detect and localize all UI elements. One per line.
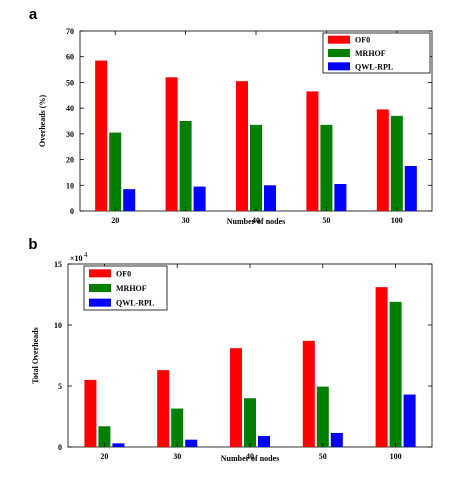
bar-qwl-rpl-30 <box>185 439 198 447</box>
bar-qwl-rpl-100 <box>404 166 417 211</box>
bar-mrhof-100 <box>390 115 403 211</box>
legend-entry-label: QWL-RPL <box>355 62 393 71</box>
x-tick-label: 50 <box>322 216 330 225</box>
bar-qwl-rpl-20 <box>123 189 136 211</box>
x-tick-label: 30 <box>182 216 190 225</box>
x-tick-label: 40 <box>246 452 254 461</box>
bar-mrhof-50 <box>320 124 333 211</box>
panel-label: b <box>28 236 37 253</box>
panel-label: a <box>29 6 38 23</box>
legend-entry-label: OF0 <box>116 269 131 278</box>
legend-swatch-0 <box>89 269 111 278</box>
x-axis-label: Number of nodes <box>221 454 280 463</box>
x-tick-label: 100 <box>391 216 403 225</box>
x-tick-label: 40 <box>252 216 260 225</box>
y-tick-label: 20 <box>66 156 74 165</box>
bar-of0-50 <box>306 91 319 211</box>
y-tick-label: 60 <box>66 53 74 62</box>
y-axis-label: Overheads (%) <box>38 95 47 148</box>
y-tick-label: 0 <box>58 443 62 452</box>
legend-entry-label: MRHOF <box>116 284 147 293</box>
bar-of0-40 <box>230 348 242 447</box>
y-tick-label: 10 <box>54 321 62 330</box>
legend-entry-label: QWL-RPL <box>116 299 154 308</box>
legend-swatch-1 <box>328 49 350 57</box>
bar-mrhof-20 <box>109 132 122 211</box>
bar-qwl-rpl-50 <box>330 432 343 447</box>
legend-swatch-1 <box>89 284 111 292</box>
bar-mrhof-40 <box>250 124 262 211</box>
x-axis-label: Number of nodes <box>227 217 286 226</box>
x-tick-label: 100 <box>390 452 402 461</box>
bar-of0-50 <box>302 340 315 447</box>
y-tick-label: 30 <box>66 130 74 139</box>
bar-of0-20 <box>95 60 108 212</box>
x-tick-label: 30 <box>173 452 181 461</box>
bar-of0-30 <box>165 77 178 212</box>
bar-mrhof-20 <box>98 426 111 447</box>
bar-of0-20 <box>84 379 97 447</box>
bar-qwl-rpl-100 <box>403 394 416 447</box>
x-tick-label: 20 <box>111 216 119 225</box>
bar-of0-40 <box>236 81 248 212</box>
legend-swatch-0 <box>328 35 350 44</box>
bar-mrhof-100 <box>389 301 402 447</box>
legend-entry-label: MRHOF <box>355 49 386 58</box>
legend-swatch-2 <box>89 298 111 307</box>
bar-qwl-rpl-40 <box>264 185 276 211</box>
bar-mrhof-30 <box>171 408 184 447</box>
y-axis-label: Total Overheads <box>31 327 40 383</box>
y-tick-label: 50 <box>66 78 74 87</box>
y-scale-multiplier: ×10 <box>70 254 83 263</box>
bar-qwl-rpl-50 <box>334 184 347 211</box>
bar-qwl-rpl-30 <box>193 186 206 211</box>
y-tick-label: 10 <box>66 181 74 190</box>
y-tick-label: 40 <box>66 104 74 113</box>
bar-mrhof-30 <box>179 121 192 211</box>
x-tick-label: 50 <box>319 452 327 461</box>
y-tick-label: 0 <box>70 207 74 216</box>
bar-qwl-rpl-20 <box>112 443 125 447</box>
bar-mrhof-50 <box>316 386 329 447</box>
bar-qwl-rpl-40 <box>258 436 270 447</box>
legend-swatch-2 <box>328 62 350 71</box>
y-scale-exponent: 4 <box>84 251 88 259</box>
legend-entry-label: OF0 <box>355 36 370 45</box>
bar-of0-30 <box>157 370 170 447</box>
bar-of0-100 <box>376 109 389 211</box>
y-tick-label: 70 <box>66 27 74 36</box>
bar-mrhof-40 <box>244 398 256 447</box>
y-tick-label: 15 <box>54 260 62 269</box>
x-tick-label: 20 <box>100 452 108 461</box>
y-tick-label: 5 <box>58 382 62 391</box>
bar-of0-100 <box>375 287 388 447</box>
